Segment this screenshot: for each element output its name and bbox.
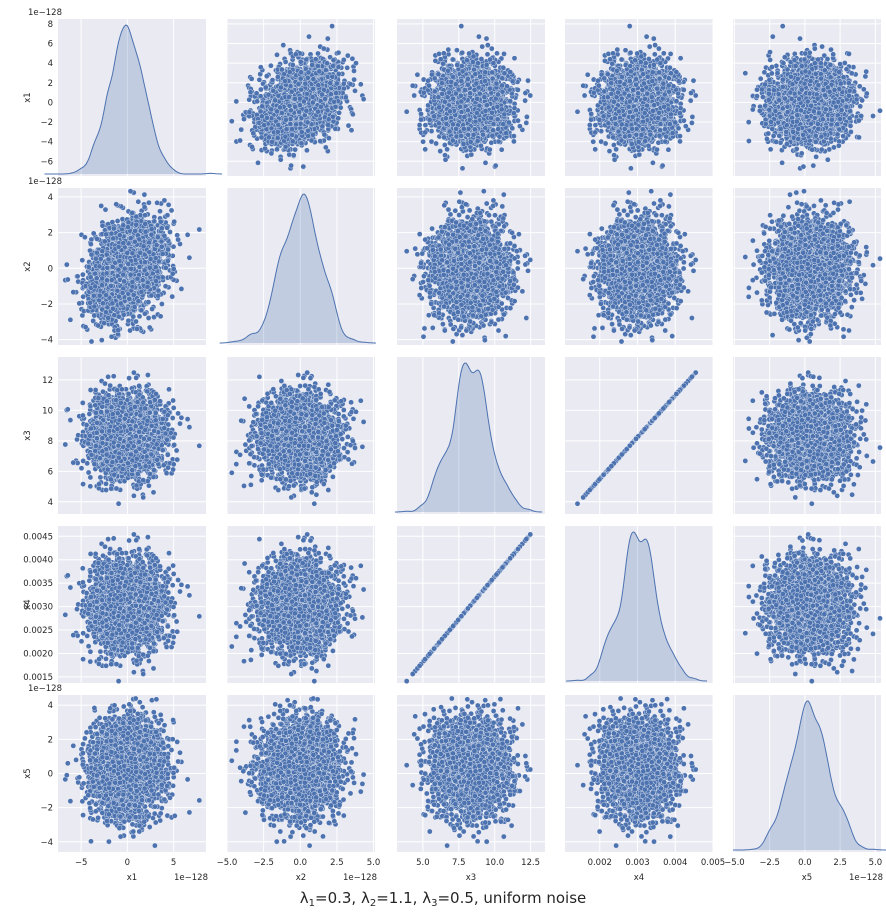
scatter-point (352, 77, 357, 82)
scatter-point (358, 82, 363, 87)
scatter-point (255, 160, 260, 165)
scatter-point (337, 110, 342, 115)
scatter-point (345, 65, 350, 70)
scatter-point (304, 148, 309, 153)
scatter-point (229, 119, 234, 124)
scatter-point (301, 164, 306, 169)
scatter-point (330, 24, 335, 29)
scatter-point (351, 68, 356, 73)
scatter-point (278, 157, 283, 162)
scatter-point (257, 77, 262, 82)
scatter-point (350, 56, 355, 61)
scatter-point (325, 36, 330, 41)
scatter-point (291, 153, 296, 158)
